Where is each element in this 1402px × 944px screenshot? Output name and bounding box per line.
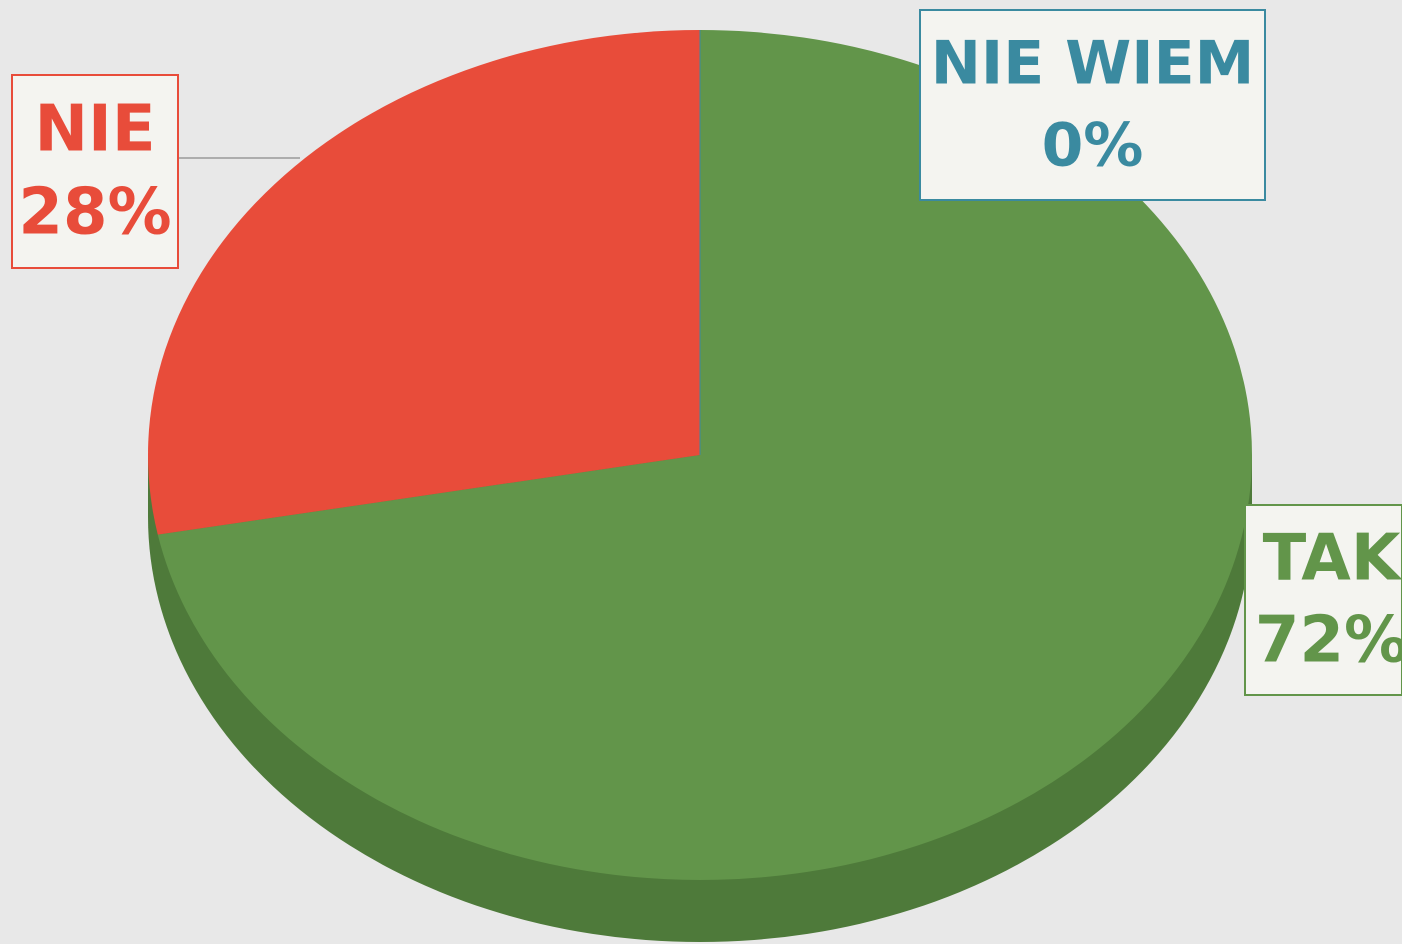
value-label: 72% [1255, 603, 1402, 677]
pie-slice [147, 30, 700, 535]
category-label: NIE WIEM [931, 29, 1255, 99]
pie [147, 30, 1253, 942]
label-box [919, 9, 1266, 201]
value-label: 0% [1042, 110, 1144, 180]
category-label: NIE [34, 92, 155, 166]
value-label: 28% [18, 175, 171, 249]
label-box [11, 74, 179, 269]
label-box [1244, 504, 1402, 696]
pie-slice [157, 30, 1253, 880]
category-label: TAK [1263, 522, 1402, 596]
